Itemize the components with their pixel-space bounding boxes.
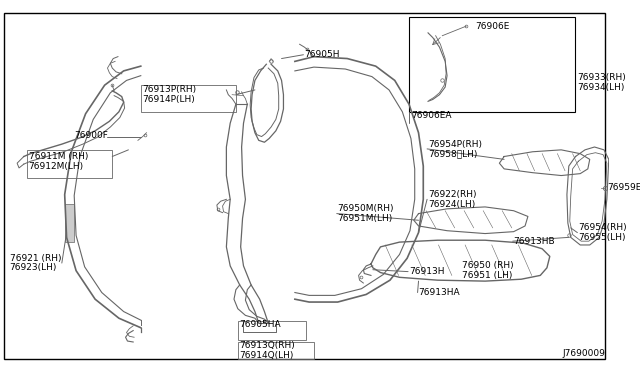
Text: 76906EA: 76906EA <box>411 111 451 120</box>
Text: 76913HB: 76913HB <box>514 237 556 246</box>
Text: 76958（LH): 76958（LH) <box>428 149 477 158</box>
Text: 76921 (RH): 76921 (RH) <box>10 254 61 263</box>
Text: 76924(LH): 76924(LH) <box>428 199 476 209</box>
Text: 76900F: 76900F <box>74 131 108 140</box>
Text: 76905H: 76905H <box>305 50 340 59</box>
Text: 76913Q(RH): 76913Q(RH) <box>240 341 296 350</box>
Text: 76954P(RH): 76954P(RH) <box>428 140 482 149</box>
Text: 76950M(RH): 76950M(RH) <box>338 204 394 213</box>
Text: 76906E: 76906E <box>476 22 510 31</box>
Bar <box>27 150 112 179</box>
Text: 76955(LH): 76955(LH) <box>579 233 626 242</box>
Text: J7690009: J7690009 <box>562 349 605 358</box>
Text: 76954(RH): 76954(RH) <box>579 223 627 232</box>
Text: 76913P(RH): 76913P(RH) <box>143 86 197 94</box>
Bar <box>238 342 314 359</box>
Text: 76922(RH): 76922(RH) <box>428 190 477 199</box>
Bar <box>141 85 236 112</box>
Text: 76913HA: 76913HA <box>419 288 460 297</box>
Text: 76912M(LH): 76912M(LH) <box>29 161 84 170</box>
Text: 76914P(LH): 76914P(LH) <box>143 95 195 104</box>
Text: 76959E: 76959E <box>607 183 640 192</box>
Bar <box>65 204 74 242</box>
Text: 76913H: 76913H <box>409 267 445 276</box>
Text: 76905HA: 76905HA <box>240 320 282 329</box>
Text: 76923(LH): 76923(LH) <box>10 263 57 272</box>
Bar <box>409 17 575 112</box>
Text: 76933(RH): 76933(RH) <box>577 73 626 82</box>
Text: 76951M(LH): 76951M(LH) <box>338 214 393 223</box>
Text: 76934(LH): 76934(LH) <box>577 83 625 92</box>
Bar <box>238 321 307 340</box>
Text: 76950 (RH): 76950 (RH) <box>462 262 514 270</box>
Text: 76914Q(LH): 76914Q(LH) <box>240 351 294 360</box>
Text: 76911M (RH): 76911M (RH) <box>29 152 88 161</box>
Text: 76951 (LH): 76951 (LH) <box>462 271 513 280</box>
